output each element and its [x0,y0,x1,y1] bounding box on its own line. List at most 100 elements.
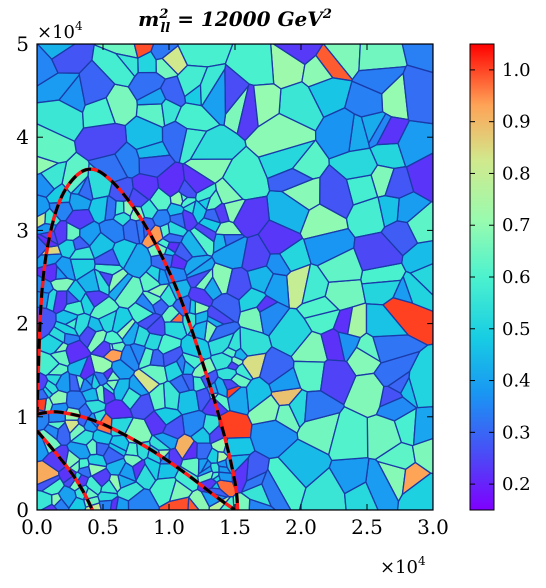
voronoi-cell [408,343,433,409]
voronoi-cell [79,354,96,381]
x-tick-label: 1.5 [219,515,251,539]
voronoi-cell [353,231,404,272]
voronoi-cell [37,123,77,164]
colorbar-tick-label: 1.0 [502,60,531,81]
voronoi-cell [78,457,90,470]
boundary-inner-dashed [37,410,236,510]
voronoi-cell [120,386,142,411]
voronoi-cell [57,484,77,510]
voronoi-cell [136,312,163,331]
voronoi-cell [373,350,421,388]
voronoi-cell [161,414,186,440]
voronoi-cell [199,62,227,107]
x-tick-label: 1.0 [153,515,185,539]
voronoi-cell [90,467,112,488]
region-boundaries [37,167,240,510]
voronoi-cell [304,390,346,423]
chart-title: m2 ll = 12000 GeV2 [138,7,332,36]
voronoi-cell [133,44,155,60]
voronoi-cell [263,272,290,309]
voronoi-cell [401,239,433,274]
x-tick-label: 0.0 [21,515,53,539]
x-tick-label: 3.0 [417,515,449,539]
y-axis: 0 1 2 3 4 5 [16,32,433,522]
colorbar-tick-label: 0.8 [502,163,531,184]
voronoi-cell [267,456,307,510]
voronoi-cell [127,186,150,208]
voronoi-cell [319,163,354,220]
boundary-lower-dashed [37,429,94,510]
voronoi-cell [37,348,61,377]
voronoi-cell [210,471,220,481]
voronoi-cell [114,200,125,217]
x-axis-multiplier: ×104 [380,554,426,578]
y-tick-label: 5 [16,32,29,56]
voronoi-cell [162,345,184,368]
voronoi-cell [37,489,53,510]
voronoi-cell [53,497,70,510]
voronoi-cell [180,196,197,209]
voronoi-cell [161,44,189,76]
voronoi-cell [57,239,77,260]
voronoi-cell [87,315,105,333]
x-tick-label: 2.5 [351,515,383,539]
colorbar-ticks: 0.2 0.3 0.4 0.5 0.6 0.7 0.8 0.9 1.0 [470,60,531,495]
colorbar-tick-label: 0.5 [502,319,531,340]
voronoi-cell [384,166,415,199]
voronoi-cell [261,467,292,510]
voronoi-cell [167,220,189,238]
voronoi-cell [138,154,177,178]
x-tick-label: 0.5 [87,515,119,539]
voronoi-cell [133,324,151,348]
voronoi-cell [412,405,433,447]
voronoi-cell [141,290,163,307]
voronoi-cell [93,371,109,386]
voronoi-cell [272,44,324,66]
voronoi-cell [168,374,191,394]
colorbar-tick-label: 0.3 [502,422,531,443]
y-tick-label: 0 [16,498,29,522]
voronoi-cell [189,124,247,161]
y-tick-label: 3 [16,218,29,242]
voronoi-cell [234,362,254,382]
voronoi-cell [108,342,114,352]
voronoi-cell [122,242,153,279]
voronoi-cell [181,162,216,195]
voronoi-cell [257,219,304,255]
voronoi-cell [351,65,407,95]
voronoi-cell [148,382,166,412]
voronoi-cell [258,345,295,386]
voronoi-cell [319,359,357,406]
voronoi-cell [252,83,282,128]
voronoi-cell [166,241,181,254]
y-tick-label: 1 [16,405,29,429]
colorbar-tick-label: 0.2 [502,474,531,495]
voronoi-cell [48,201,74,222]
voronoi-cell [127,487,160,510]
colorbar-tick-label: 0.4 [502,371,531,392]
voronoi-cell [113,377,131,402]
plot-area [37,44,433,510]
x-axis: 0.0 0.5 1.0 1.5 2.0 2.5 3.0 [21,44,449,539]
voronoi-cell [84,502,102,510]
voronoi-cell [218,471,234,483]
voronoi-cell [68,246,96,260]
y-axis-multiplier: ×104 [37,19,83,43]
voronoi-cell [365,303,410,338]
voronoi-cell [97,491,119,502]
voronoi-cell [377,194,400,229]
voronoi-cell [402,64,433,125]
voronoi-cell [68,429,95,446]
voronoi-cell [223,198,247,224]
voronoi-cells [37,44,433,510]
voronoi-cell [46,420,66,430]
voronoi-cell [206,447,219,464]
voronoi-cell [396,472,433,510]
voronoi-cell [65,339,92,365]
voronoi-cell [206,304,237,325]
voronoi-cell [266,167,315,193]
voronoi-cell [222,233,246,247]
voronoi-cell [203,208,222,224]
voronoi-cell [78,59,116,106]
